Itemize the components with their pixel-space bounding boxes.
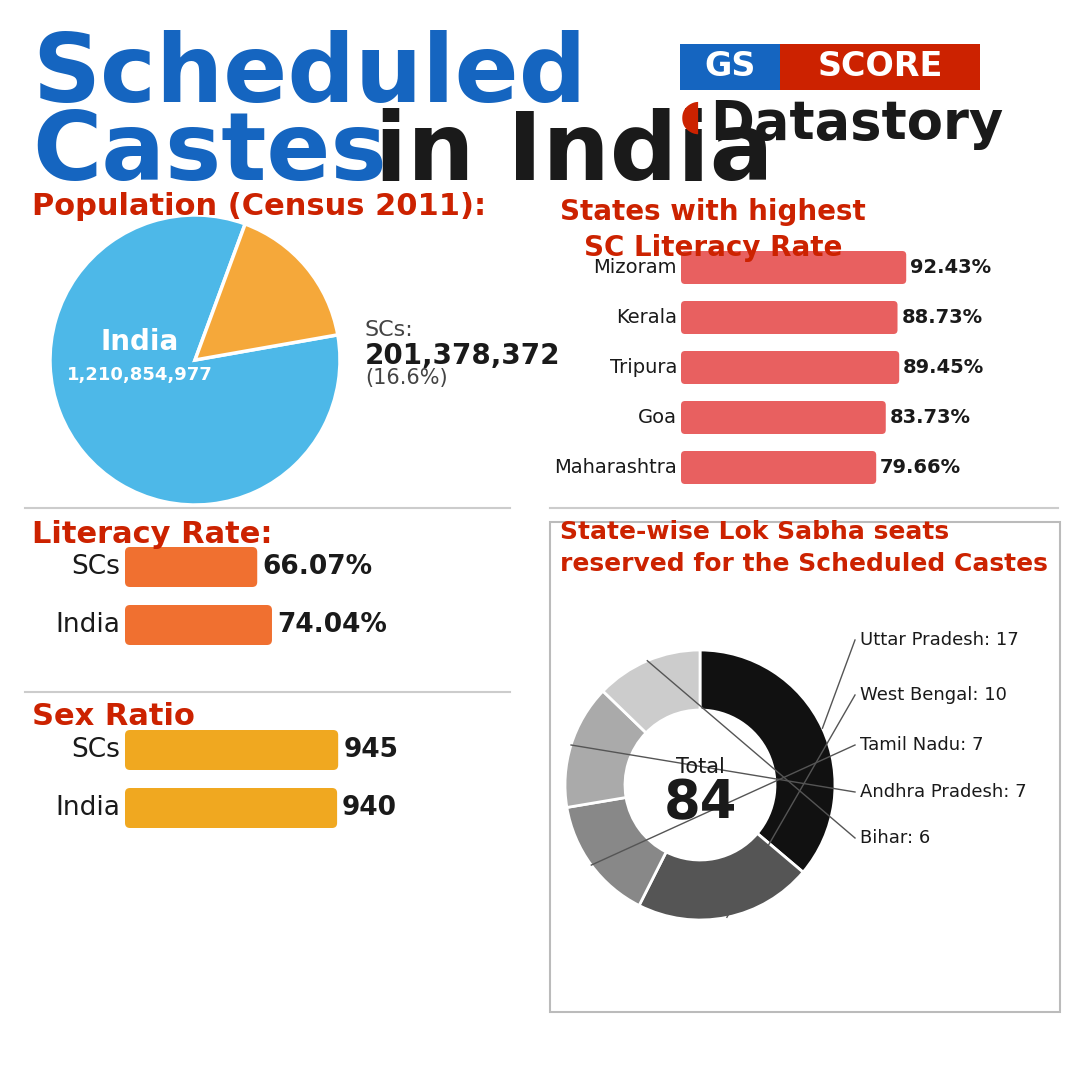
Text: States with highest
SC Literacy Rate: States with highest SC Literacy Rate <box>561 198 866 261</box>
FancyBboxPatch shape <box>125 730 338 770</box>
Text: 83.73%: 83.73% <box>890 408 971 427</box>
Wedge shape <box>50 215 340 505</box>
Text: in India: in India <box>342 108 773 200</box>
FancyBboxPatch shape <box>125 605 272 645</box>
Text: 66.07%: 66.07% <box>262 554 373 580</box>
Text: SCORE: SCORE <box>818 51 943 83</box>
Text: (16.6%): (16.6%) <box>365 368 447 388</box>
Text: Tamil Nadu: 7: Tamil Nadu: 7 <box>860 735 984 754</box>
Text: West Bengal: 10: West Bengal: 10 <box>860 686 1007 704</box>
Text: 940: 940 <box>342 795 397 821</box>
Text: India: India <box>100 328 179 356</box>
Text: ◖: ◖ <box>680 96 702 138</box>
Text: Datastory: Datastory <box>710 98 1003 150</box>
Text: 201,378,372: 201,378,372 <box>365 342 561 370</box>
Text: Scheduled: Scheduled <box>32 30 586 122</box>
FancyBboxPatch shape <box>681 451 876 484</box>
Text: Tripura: Tripura <box>609 357 677 377</box>
Wedge shape <box>565 691 646 808</box>
Wedge shape <box>567 797 666 905</box>
FancyBboxPatch shape <box>681 251 906 284</box>
Text: SCs: SCs <box>71 554 120 580</box>
FancyBboxPatch shape <box>125 788 337 828</box>
Text: Goa: Goa <box>638 408 677 427</box>
Wedge shape <box>700 650 835 873</box>
Text: Maharashtra: Maharashtra <box>554 458 677 477</box>
FancyBboxPatch shape <box>681 401 886 434</box>
Text: 84: 84 <box>663 777 737 829</box>
Text: SCs: SCs <box>71 737 120 762</box>
Wedge shape <box>639 834 804 920</box>
Wedge shape <box>195 224 338 360</box>
FancyBboxPatch shape <box>681 301 897 334</box>
Text: Literacy Rate:: Literacy Rate: <box>32 519 272 549</box>
FancyBboxPatch shape <box>125 546 257 588</box>
Text: 89.45%: 89.45% <box>903 357 985 377</box>
Text: Castes: Castes <box>32 108 387 200</box>
Text: 74.04%: 74.04% <box>276 612 387 638</box>
Text: 1,210,854,977: 1,210,854,977 <box>67 366 213 384</box>
Text: Sex Ratio: Sex Ratio <box>32 702 194 731</box>
Wedge shape <box>603 650 700 733</box>
Text: GS: GS <box>704 51 756 83</box>
Text: 79.66%: 79.66% <box>880 458 961 477</box>
Text: 92.43%: 92.43% <box>910 258 991 276</box>
Text: Uttar Pradesh: 17: Uttar Pradesh: 17 <box>860 631 1018 649</box>
Text: 945: 945 <box>343 737 399 762</box>
Text: State-wise Lok Sabha seats
reserved for the Scheduled Castes: State-wise Lok Sabha seats reserved for … <box>561 519 1048 576</box>
FancyBboxPatch shape <box>780 44 980 90</box>
Text: Kerala: Kerala <box>616 308 677 327</box>
FancyBboxPatch shape <box>681 351 900 384</box>
Text: SCs:: SCs: <box>365 320 414 340</box>
FancyBboxPatch shape <box>680 44 780 90</box>
Text: Mizoram: Mizoram <box>594 258 677 276</box>
Text: India: India <box>55 795 120 821</box>
Text: India: India <box>55 612 120 638</box>
Text: Total: Total <box>676 757 725 777</box>
Text: Andhra Pradesh: 7: Andhra Pradesh: 7 <box>860 783 1027 801</box>
Text: Bihar: 6: Bihar: 6 <box>860 829 930 847</box>
Text: 88.73%: 88.73% <box>902 308 983 327</box>
Text: Population (Census 2011):: Population (Census 2011): <box>32 192 486 221</box>
